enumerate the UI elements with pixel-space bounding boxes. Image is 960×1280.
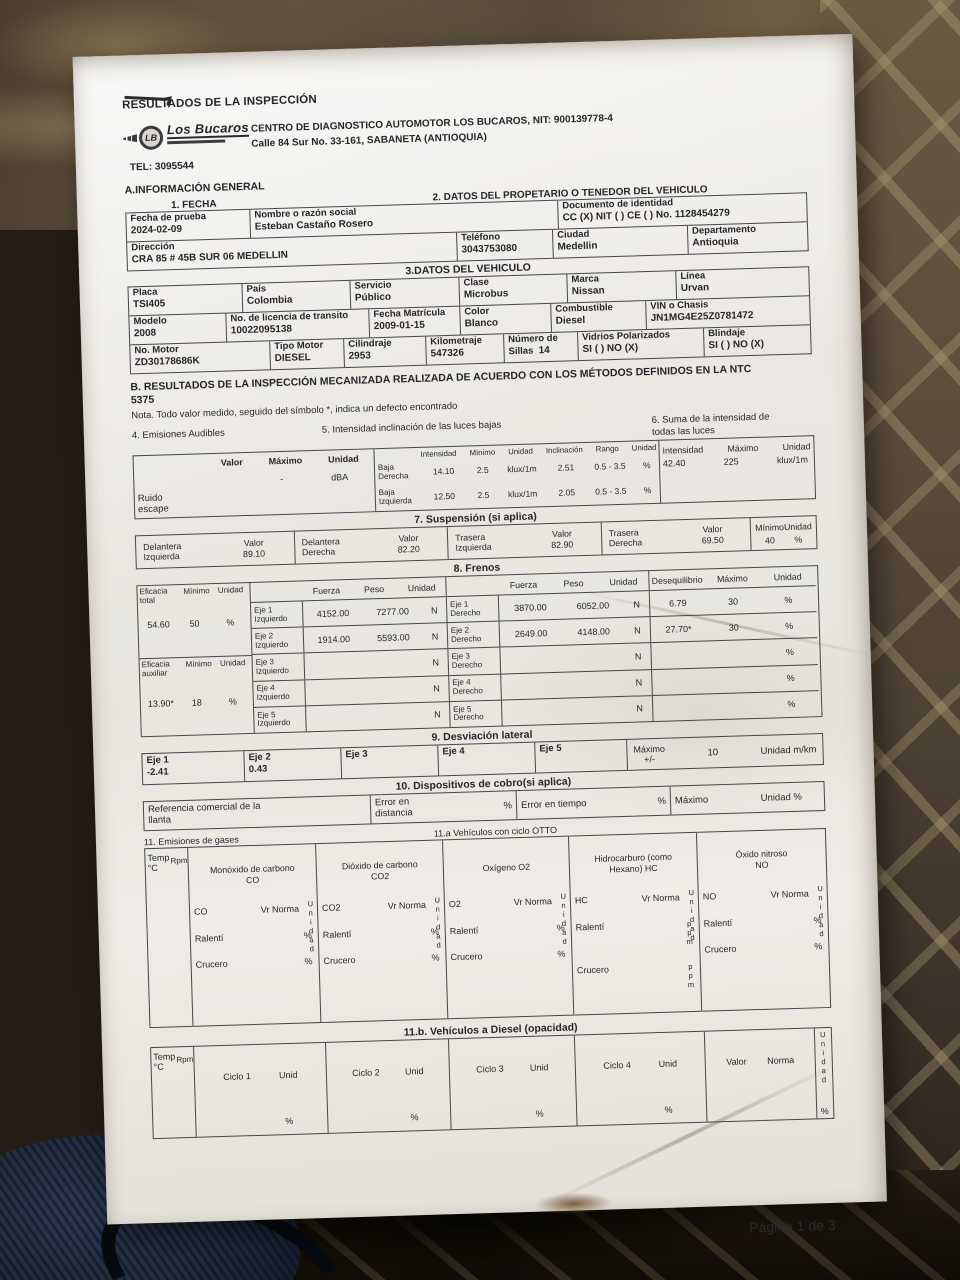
inspection-report-page: RESULTADOS DE LA INSPECCIÓN LB Los Bucar… (72, 33, 887, 1235)
pen-mark (124, 95, 173, 106)
